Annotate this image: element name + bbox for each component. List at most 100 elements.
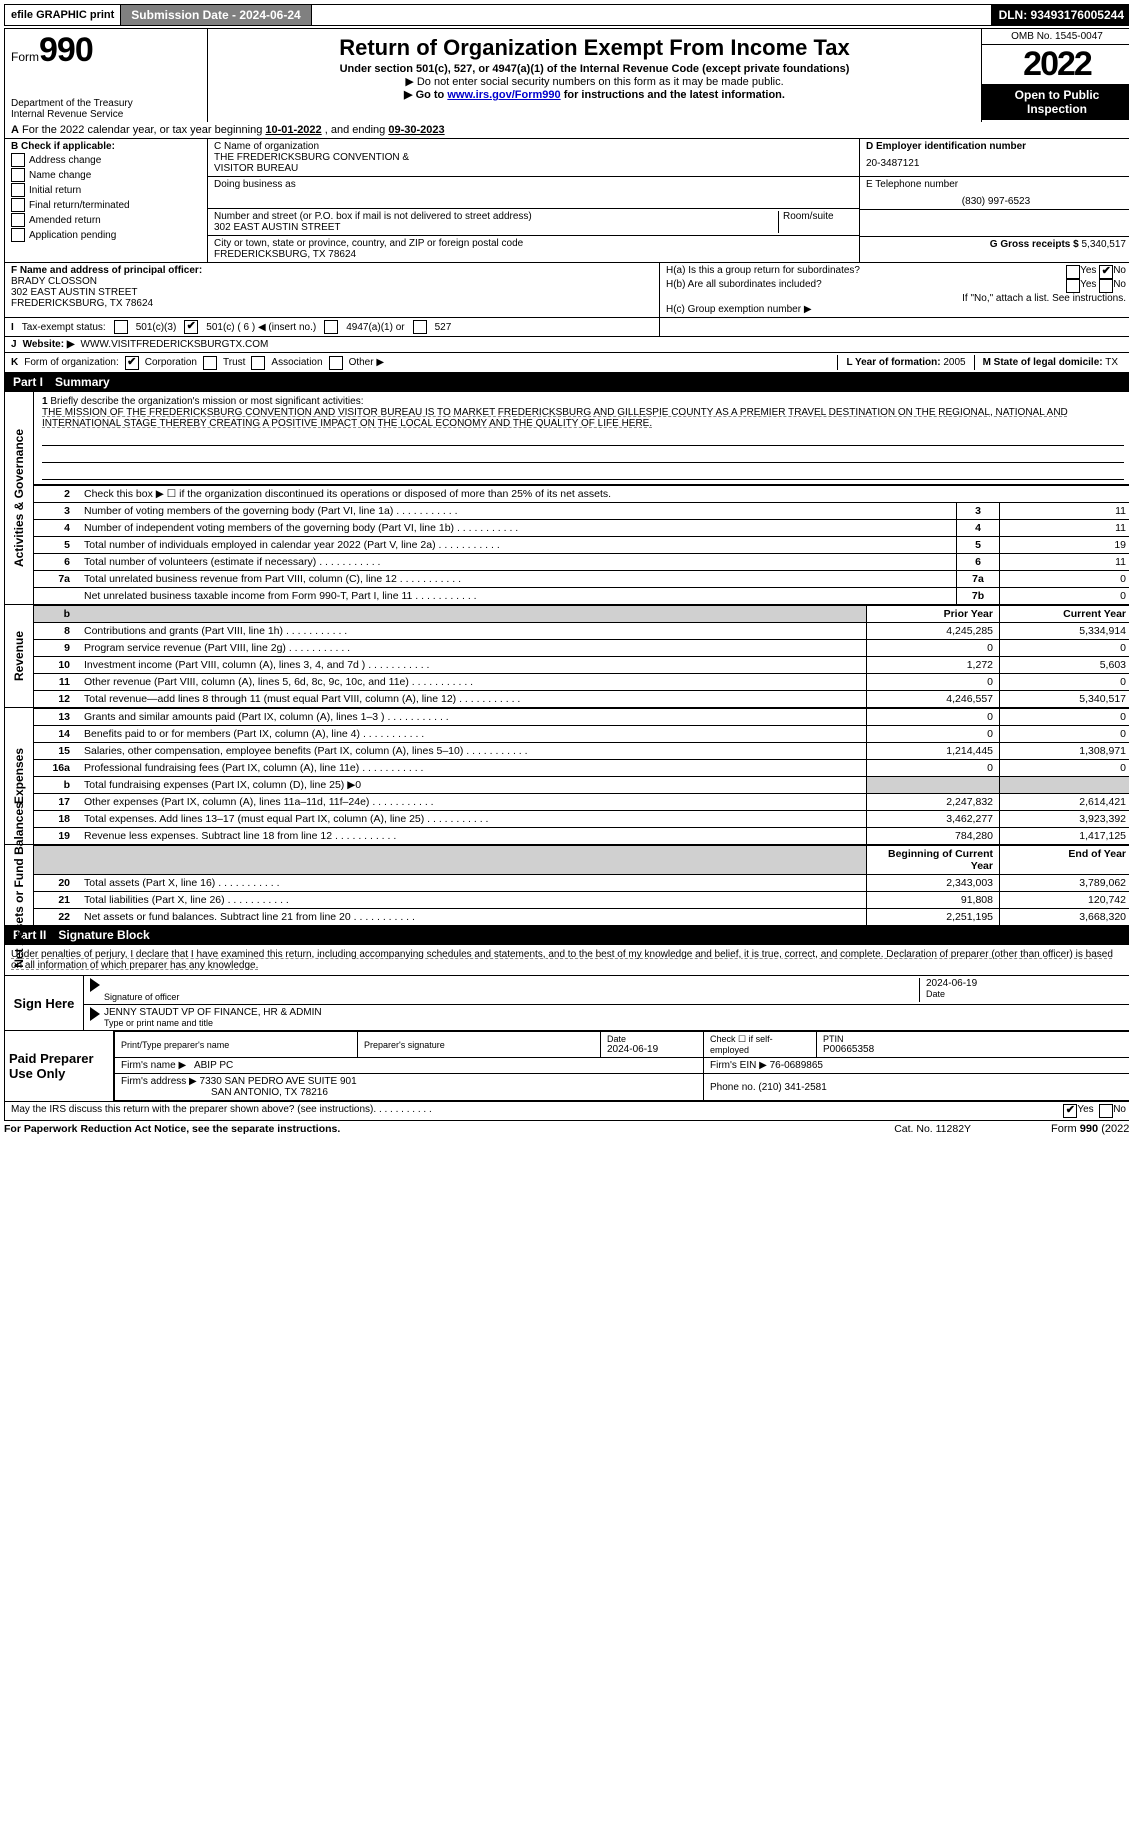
table-row: 16aProfessional fundraising fees (Part I… bbox=[34, 760, 1129, 777]
side-label-net: Net Assets or Fund Balances bbox=[5, 845, 34, 925]
chk-corporation[interactable] bbox=[125, 356, 139, 370]
may-irs-row: May the IRS discuss this return with the… bbox=[4, 1102, 1129, 1121]
dln-label: DLN: 93493176005244 bbox=[991, 5, 1129, 25]
table-row: 22Net assets or fund balances. Subtract … bbox=[34, 909, 1129, 926]
omb-number: OMB No. 1545-0047 bbox=[982, 29, 1129, 45]
may-irs-yes[interactable] bbox=[1063, 1104, 1077, 1118]
chk-4947[interactable] bbox=[324, 320, 338, 334]
table-row: 9Program service revenue (Part VIII, lin… bbox=[34, 640, 1129, 657]
sign-here-block: Sign Here Signature of officer 2024-06-1… bbox=[4, 976, 1129, 1031]
table-row: 15Salaries, other compensation, employee… bbox=[34, 743, 1129, 760]
part1-header: Part I Summary bbox=[4, 373, 1129, 392]
section-d-ein: D Employer identification number 20-3487… bbox=[860, 139, 1129, 177]
open-inspection: Open to Public Inspection bbox=[982, 84, 1129, 120]
chk-address-change[interactable] bbox=[11, 153, 25, 167]
arrow-icon bbox=[90, 1007, 100, 1021]
form-title: Return of Organization Exempt From Incom… bbox=[216, 35, 973, 61]
sig-date: 2024-06-19 bbox=[926, 978, 1126, 989]
chk-501c3[interactable] bbox=[114, 320, 128, 334]
room-suite: Room/suite bbox=[778, 211, 853, 233]
efile-label: efile GRAPHIC print bbox=[5, 7, 120, 23]
submission-date-btn[interactable]: Submission Date - 2024-06-24 bbox=[120, 5, 311, 25]
ha-no[interactable] bbox=[1099, 265, 1113, 279]
chk-501c[interactable] bbox=[184, 320, 198, 334]
part2-header: Part II Signature Block bbox=[4, 926, 1129, 945]
expenses-table: 13Grants and similar amounts paid (Part … bbox=[34, 708, 1129, 844]
table-row: 5Total number of individuals employed in… bbox=[34, 537, 1129, 554]
preparer-table: Print/Type preparer's name Preparer's si… bbox=[114, 1031, 1129, 1101]
footer: For Paperwork Reduction Act Notice, see … bbox=[4, 1121, 1129, 1137]
pra-notice: For Paperwork Reduction Act Notice, see … bbox=[4, 1123, 340, 1135]
paid-preparer-block: Paid Preparer Use Only Print/Type prepar… bbox=[4, 1031, 1129, 1102]
table-row: 6Total number of volunteers (estimate if… bbox=[34, 554, 1129, 571]
form-note2: ▶ Go to www.irs.gov/Form990 for instruct… bbox=[216, 88, 973, 101]
chk-527[interactable] bbox=[413, 320, 427, 334]
section-f-h: F Name and address of principal officer:… bbox=[4, 263, 1129, 318]
col-b-hdr: b bbox=[34, 606, 78, 623]
chk-initial-return[interactable] bbox=[11, 183, 25, 197]
table-row: 21Total liabilities (Part X, line 26)91,… bbox=[34, 892, 1129, 909]
table-row: 11Other revenue (Part VIII, column (A), … bbox=[34, 674, 1129, 691]
section-f-officer: F Name and address of principal officer:… bbox=[5, 263, 660, 317]
chk-amended-return[interactable] bbox=[11, 213, 25, 227]
revenue-section: Revenue b Prior Year Current Year 8Contr… bbox=[4, 605, 1129, 708]
table-row: bTotal fundraising expenses (Part IX, co… bbox=[34, 777, 1129, 794]
section-c-street: Number and street (or P.O. box if mail i… bbox=[214, 211, 778, 233]
table-row: 17Other expenses (Part IX, column (A), l… bbox=[34, 794, 1129, 811]
penalties-text: Under penalties of perjury, I declare th… bbox=[4, 945, 1129, 976]
may-irs-no[interactable] bbox=[1099, 1104, 1113, 1118]
sig-name: JENNY STAUDT VP OF FINANCE, HR & ADMIN bbox=[104, 1007, 1126, 1018]
table-row: 13Grants and similar amounts paid (Part … bbox=[34, 709, 1129, 726]
chk-trust[interactable] bbox=[203, 356, 217, 370]
ha-yes[interactable] bbox=[1066, 265, 1080, 279]
beg-year-hdr: Beginning of Current Year bbox=[867, 846, 1000, 875]
chk-other[interactable] bbox=[329, 356, 343, 370]
chk-final-return[interactable] bbox=[11, 198, 25, 212]
table-row: 18Total expenses. Add lines 13–17 (must … bbox=[34, 811, 1129, 828]
table-row: 8Contributions and grants (Part VIII, li… bbox=[34, 623, 1129, 640]
section-h: H(a) Is this a group return for subordin… bbox=[660, 263, 1129, 317]
form-prefix: Form bbox=[11, 50, 39, 64]
sig-name-label: Type or print name and title bbox=[104, 1018, 1126, 1028]
hb-no[interactable] bbox=[1099, 279, 1113, 293]
section-l-year: L Year of formation: 2005 bbox=[837, 355, 973, 370]
paid-preparer-label: Paid Preparer Use Only bbox=[5, 1031, 114, 1101]
side-label-rev: Revenue bbox=[5, 605, 34, 707]
chk-name-change[interactable] bbox=[11, 168, 25, 182]
net-assets-table: Beginning of Current Year End of Year 20… bbox=[34, 845, 1129, 925]
arrow-icon bbox=[90, 978, 100, 992]
cat-number: Cat. No. 11282Y bbox=[894, 1123, 971, 1135]
sig-date-label: Date bbox=[926, 989, 1126, 999]
section-m-state: M State of legal domicile: TX bbox=[974, 355, 1126, 370]
section-i-j: I Tax-exempt status: 501(c)(3) 501(c) ( … bbox=[4, 318, 1129, 337]
chk-application-pending[interactable] bbox=[11, 228, 25, 242]
irs-label: Internal Revenue Service bbox=[11, 109, 201, 120]
table-row: 10Investment income (Part VIII, column (… bbox=[34, 657, 1129, 674]
section-c-name: C Name of organization THE FREDERICKSBUR… bbox=[208, 139, 860, 177]
table-row: 14Benefits paid to or for members (Part … bbox=[34, 726, 1129, 743]
form-number: 990 bbox=[39, 31, 93, 70]
section-c-city: City or town, state or province, country… bbox=[208, 236, 860, 262]
website-value: WWW.VISITFREDERICKSBURGTX.COM bbox=[81, 339, 269, 350]
side-label-gov: Activities & Governance bbox=[5, 392, 34, 604]
activities-governance-section: Activities & Governance 1 Briefly descri… bbox=[4, 392, 1129, 605]
table-row: 7aTotal unrelated business revenue from … bbox=[34, 571, 1129, 588]
end-year-hdr: End of Year bbox=[1000, 846, 1129, 875]
hb-yes[interactable] bbox=[1066, 279, 1080, 293]
form-header: Form 990 Department of the Treasury Inte… bbox=[4, 28, 1129, 122]
form-subtitle: Under section 501(c), 527, or 4947(a)(1)… bbox=[216, 63, 973, 75]
header-left: Form 990 Department of the Treasury Inte… bbox=[5, 29, 208, 122]
table-row: 12Total revenue—add lines 8 through 11 (… bbox=[34, 691, 1129, 708]
section-k-l-m: K Form of organization: Corporation Trus… bbox=[4, 353, 1129, 373]
top-bar: efile GRAPHIC print Submission Date - 20… bbox=[4, 4, 1129, 26]
chk-association[interactable] bbox=[251, 356, 265, 370]
section-j-website: J Website: ▶ WWW.VISITFREDERICKSBURGTX.C… bbox=[4, 337, 1129, 353]
irs-link[interactable]: www.irs.gov/Form990 bbox=[447, 89, 560, 101]
section-c-d-e-g: C Name of organization THE FREDERICKSBUR… bbox=[208, 139, 1129, 262]
table-row: Net unrelated business taxable income fr… bbox=[34, 588, 1129, 605]
section-b: B Check if applicable: Address change Na… bbox=[5, 139, 208, 262]
governance-table: 2Check this box ▶ ☐ if the organization … bbox=[34, 485, 1129, 604]
mission-box: 1 Briefly describe the organization's mi… bbox=[34, 392, 1129, 485]
sig-officer-label: Signature of officer bbox=[104, 992, 919, 1002]
table-row: 20Total assets (Part X, line 16)2,343,00… bbox=[34, 875, 1129, 892]
